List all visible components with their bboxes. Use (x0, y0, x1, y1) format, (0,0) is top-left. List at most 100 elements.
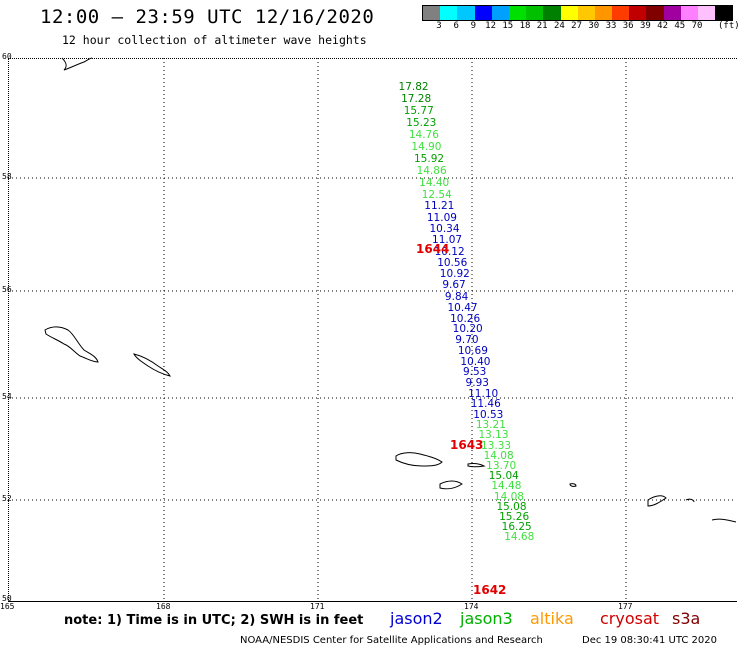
wave-height-value: 11.10 (468, 387, 499, 400)
map-frame (8, 58, 737, 602)
legend-swatch (423, 6, 441, 20)
graticule (8, 58, 736, 600)
latitude-label: 60 (2, 52, 12, 61)
wave-height-value: 15.77 (403, 105, 434, 117)
latitude-label: 58 (2, 172, 12, 181)
legend-swatch (629, 6, 647, 20)
legend-swatch (612, 6, 630, 20)
legend-swatch (560, 6, 578, 20)
satellite-cryosat-label: cryosat (600, 609, 660, 628)
attu-island (395, 452, 443, 467)
color-scale-unit: (ft) (718, 21, 740, 31)
wave-height-value: 14.76 (408, 129, 439, 141)
legend-label: 70 (691, 21, 703, 31)
wave-height-value: 15.08 (496, 500, 527, 513)
bering-island (44, 326, 99, 363)
longitude-label: 177 (618, 602, 633, 611)
legend-swatch (474, 6, 492, 20)
longitude-label: 168 (156, 602, 171, 611)
wave-height-value: 10.92 (439, 268, 470, 281)
rat-islands (685, 498, 737, 523)
issued-time: Dec 19 08:30:41 UTC 2020 (582, 635, 717, 646)
legend-swatch (680, 6, 698, 20)
wave-height-value: 11.07 (432, 234, 463, 247)
latitude-label: 50 (2, 594, 12, 603)
pass-time-label: 1644 (416, 242, 450, 256)
wave-height-value: 14.86 (416, 165, 447, 177)
satellite-jason2-label: jason2 (390, 609, 443, 628)
wave-height-value: 14.08 (483, 449, 514, 462)
legend-swatch (491, 6, 509, 20)
wave-height-value: 13.70 (486, 460, 517, 472)
buldir-island (569, 483, 577, 487)
legend-swatch (508, 6, 527, 20)
wave-height-value: 10.34 (429, 222, 460, 235)
wave-height-value: 10.20 (452, 323, 483, 336)
wave-height-value: 11.09 (426, 211, 457, 224)
legend-swatch (577, 6, 595, 20)
legend-swatch (440, 6, 458, 20)
satellite-jason3-label: jason3 (460, 609, 513, 628)
shemya-island (467, 463, 486, 468)
color-scale-labels: 3 6 9 12 15 18 21 24 27 30 33 36 39 42 45 70 (422, 21, 740, 33)
legend-swatch (594, 6, 613, 20)
wave-height-value: 10.26 (450, 312, 481, 325)
satellite-altika-label: altika (530, 609, 574, 628)
map-title: 12:00 – 23:59 UTC 12/16/2020 (40, 6, 375, 28)
legend-label: 9 (470, 21, 477, 31)
wave-height-value: 10.56 (437, 256, 468, 269)
legend-swatch (698, 6, 716, 20)
legend-label: 21 (536, 21, 548, 31)
legend-swatch (663, 6, 681, 20)
map-subtitle: 12 hour collection of altimeter wave hei… (62, 33, 367, 47)
wave-height-value: 10.12 (434, 245, 465, 258)
wave-height-value: 11.46 (470, 398, 501, 411)
latitude-label: 52 (2, 494, 12, 503)
wave-height-value: 13.21 (475, 419, 506, 432)
legend-label: 39 (639, 21, 651, 31)
wave-height-value: 14.48 (491, 480, 522, 493)
legend-label: 45 (674, 21, 686, 31)
wave-height-value: 10.40 (460, 355, 491, 368)
legend-swatch (543, 6, 561, 20)
wave-height-value: 16.25 (501, 521, 532, 533)
wave-height-value: 10.69 (457, 344, 488, 357)
wave-height-value: 12.54 (421, 189, 452, 201)
satellite-s3a-label: s3a (672, 609, 701, 628)
coastlines (44, 57, 737, 523)
legend-label: 42 (657, 21, 669, 31)
legend-swatch (526, 6, 544, 20)
wave-height-value: 11.21 (424, 200, 455, 213)
legend-label: 6 (453, 21, 459, 31)
wave-height-value: 15.23 (406, 117, 437, 129)
kiska-island (647, 495, 667, 507)
wave-height-value: 14.90 (411, 141, 442, 153)
legend-swatch (457, 6, 475, 20)
pass-time-label: 1643 (450, 438, 484, 452)
legend-label: 12 (485, 21, 497, 31)
wave-height-value: 15.26 (499, 511, 530, 523)
color-scale-legend (422, 5, 734, 21)
agattu-island (439, 480, 463, 490)
legend-label: 15 (502, 21, 514, 31)
pass-time-label: 1642 (473, 583, 507, 597)
wave-height-value: 17.28 (401, 93, 432, 105)
wave-height-value: 10.53 (473, 409, 504, 421)
wave-height-value: 10.47 (447, 302, 478, 314)
medny-island (133, 353, 171, 377)
wave-height-value: 13.33 (481, 439, 512, 452)
wave-height-value: 14.08 (493, 490, 524, 503)
legend-label: 24 (553, 21, 565, 31)
wave-height-value: 15.04 (488, 470, 519, 483)
longitude-label: 174 (464, 602, 479, 611)
kamchatka-coast (61, 57, 93, 71)
wave-height-value: 9.53 (462, 366, 487, 379)
longitude-label: 171 (310, 602, 325, 611)
legend-label: 3 (436, 21, 442, 31)
legend-label: 33 (605, 21, 617, 31)
wave-height-value: 9.70 (455, 334, 479, 347)
latitude-label: 54 (2, 392, 12, 401)
legend-swatch (646, 6, 664, 20)
credit-line: NOAA/NESDIS Center for Satellite Applica… (240, 635, 543, 646)
